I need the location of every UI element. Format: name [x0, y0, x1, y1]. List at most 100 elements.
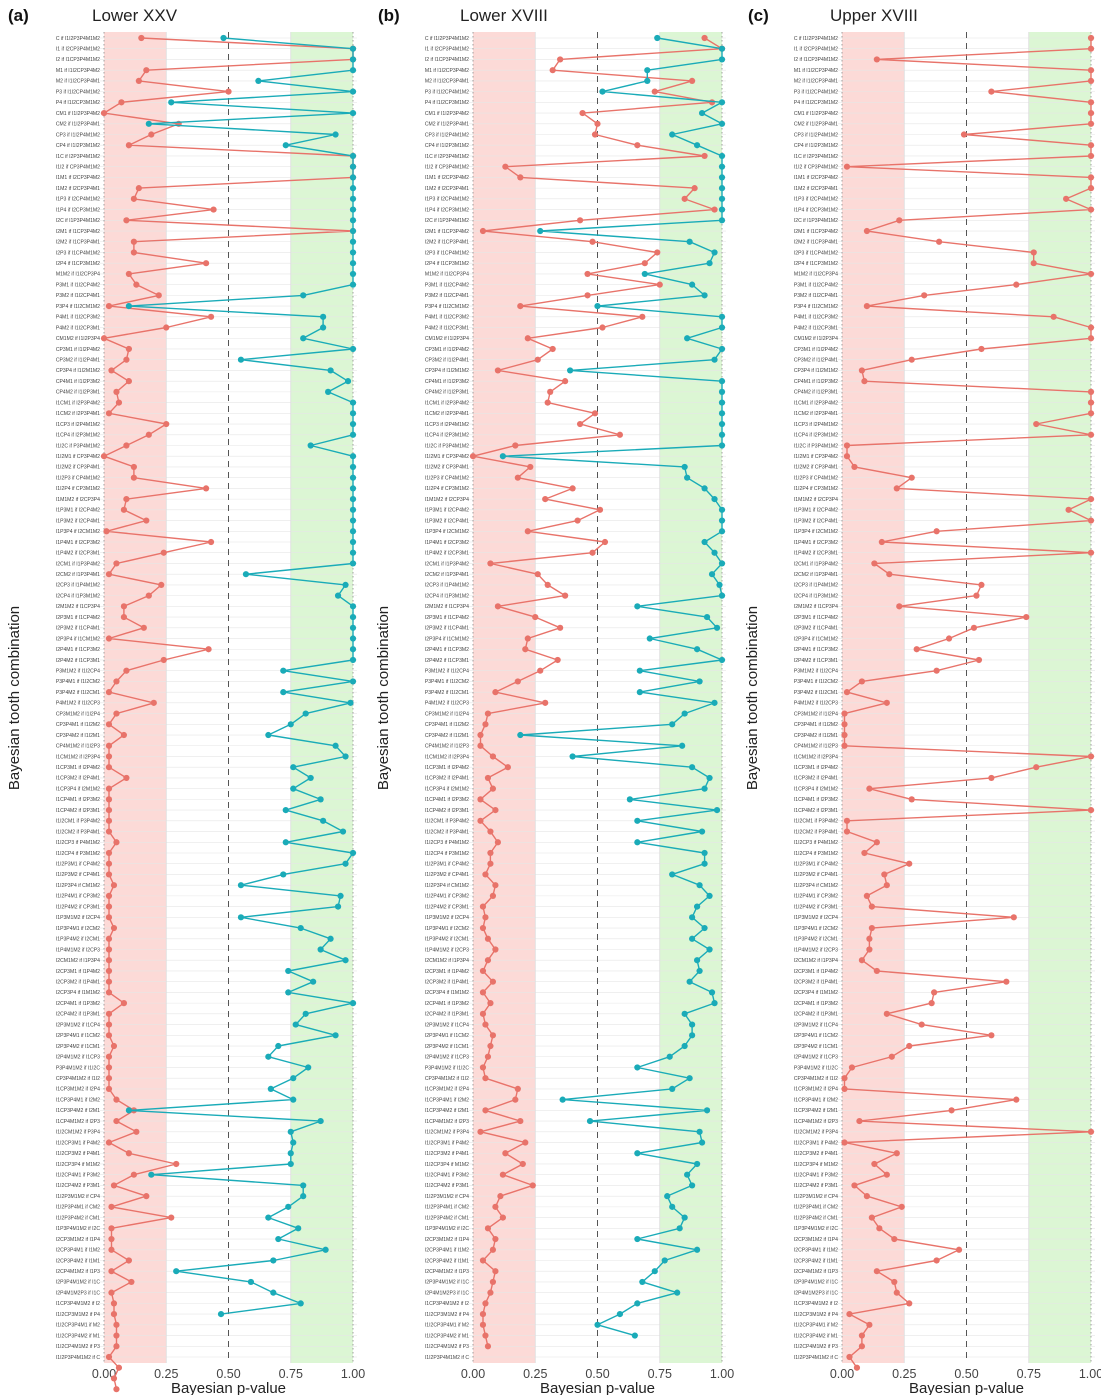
y-tick-label: CP4M1M2 if I1I2P3: [56, 744, 100, 750]
data-point: [143, 67, 150, 74]
data-point: [484, 1053, 492, 1060]
y-tick-label: I1I2P3M2 if CP4M1: [425, 872, 469, 878]
data-point: [105, 1075, 113, 1082]
y-tick-label: P4M1M2 if I1I2CP3: [56, 701, 100, 707]
data-point: [125, 378, 132, 385]
data-point: [108, 1246, 115, 1253]
y-tick-label: I1I2P4M2 if CP3M1: [56, 904, 100, 910]
y-tick-label: P3P4M1 if I1I2CM2: [425, 679, 469, 685]
y-tick-label: I2CM1 if I1P3P4M2: [56, 561, 100, 567]
data-point: [105, 635, 113, 642]
data-point: [349, 185, 357, 192]
data-point: [349, 420, 357, 428]
y-tick-label: I1I2CM2 if P3P4M1: [425, 829, 469, 835]
y-tick-label: I1CP3 if I2P4M1M2: [794, 422, 838, 428]
y-tick-label: I1P4M2 if I2CP3M1: [56, 551, 100, 557]
data-point: [482, 721, 489, 728]
data-point: [718, 345, 726, 353]
data-point: [113, 678, 120, 685]
x-tick-label: 1.00: [1079, 1367, 1101, 1381]
data-point: [105, 753, 113, 760]
data-point: [482, 1075, 489, 1082]
low-region-band: [104, 32, 167, 1363]
data-point: [584, 292, 591, 299]
data-point: [349, 281, 357, 288]
data-point: [644, 77, 651, 84]
data-point: [113, 388, 120, 395]
data-point: [718, 592, 726, 599]
data-point: [689, 914, 696, 921]
y-tick-label: I2P3P4M1 if I1CM2: [425, 1033, 469, 1039]
data-point: [297, 1300, 304, 1307]
data-point: [1087, 67, 1095, 74]
data-point: [616, 1311, 624, 1318]
y-tick-label: I1I2CP3P4M1 if M2: [56, 1323, 100, 1329]
data-point: [307, 774, 314, 782]
data-point: [841, 1085, 848, 1093]
data-point: [143, 517, 150, 524]
data-point: [349, 45, 357, 52]
data-point: [868, 1214, 875, 1221]
data-point: [339, 828, 347, 835]
data-point: [522, 646, 529, 653]
data-point: [285, 967, 292, 975]
data-point: [265, 1053, 272, 1060]
data-point: [110, 924, 118, 932]
data-point: [100, 453, 108, 460]
y-tick-label: I1CP3P4M1 if I2M2: [794, 1097, 838, 1103]
data-point: [100, 109, 108, 117]
data-point: [696, 882, 703, 889]
data-point: [479, 1321, 487, 1328]
y-tick-label: I1I2P3M1M2 if CP4: [56, 1194, 100, 1200]
data-point: [1087, 185, 1095, 192]
y-tick-label: I1I2CP4M1 if P3M2: [794, 1172, 838, 1178]
data-point: [858, 1332, 866, 1339]
data-point: [110, 1300, 118, 1307]
y-tick-label: I2C if I1P3P4M1M2: [56, 218, 100, 224]
y-tick-label: I1I2CP3M1 if P4M2: [56, 1140, 100, 1146]
data-point: [873, 967, 880, 975]
data-point: [207, 538, 215, 546]
y-tick-label: I2P3P4M1M2 if I1C: [794, 1280, 838, 1286]
y-tick-label: I1I2P3P4M1M2 if C: [425, 1355, 469, 1361]
y-tick-label: I1M1M2 if I2CP3P4: [425, 497, 469, 503]
data-point: [718, 517, 726, 524]
data-point: [334, 592, 342, 599]
y-tick-label: P3 if I1I2CP4M1M2: [794, 89, 838, 95]
data-point: [955, 1246, 963, 1253]
y-tick-label: P3P4 if I1I2CM1M2: [56, 304, 100, 310]
panel-title: Lower XVIII: [460, 6, 548, 25]
data-point: [868, 903, 875, 910]
y-tick-label: P3 if I1I2CP4M1M2: [56, 89, 100, 95]
x-tick-label: 0.75: [1017, 1367, 1041, 1381]
y-tick-label: I1I2CP4 if P3M1M2: [425, 851, 469, 857]
y-tick-label: I1I2P3P4M1 if CM2: [794, 1205, 838, 1211]
data-point: [349, 152, 357, 160]
y-tick-label: P3P4M2 if I1I2CM1: [794, 690, 838, 696]
y-tick-label: I1P3P4M1M2 if I2C: [794, 1226, 838, 1232]
data-point: [644, 67, 651, 74]
data-point: [544, 581, 551, 589]
data-point: [706, 774, 713, 782]
data-point: [105, 817, 113, 824]
data-point: [696, 1128, 703, 1135]
data-point: [896, 603, 903, 610]
data-point: [108, 367, 115, 374]
data-point: [242, 571, 250, 578]
y-tick-label: I1CP4M2 if I2P3M1: [425, 808, 469, 814]
y-tick-label: I2P4M2 if I1CP3M1: [56, 658, 100, 664]
x-tick-label: 0.25: [523, 1367, 547, 1381]
data-point: [105, 764, 113, 771]
data-point: [275, 1235, 282, 1243]
y-tick-label: I2CP3P4M2 if I1M1: [425, 1258, 469, 1264]
y-tick-label: I2P4 if I1CP3M1M2: [56, 261, 100, 267]
y-tick-label: I2P4M1M2 if I1CP3: [425, 1055, 469, 1061]
data-point: [349, 678, 357, 685]
data-point: [349, 603, 357, 610]
data-point: [160, 549, 167, 556]
data-point: [163, 420, 170, 428]
y-tick-label: CP3M1 if I1I2P4M2: [794, 347, 838, 353]
y-tick-label: I1I2 if CP3P4M1M2: [794, 164, 838, 170]
y-tick-label: I1CP3P4M1M2 if I2: [425, 1301, 469, 1307]
data-point: [482, 1332, 489, 1339]
